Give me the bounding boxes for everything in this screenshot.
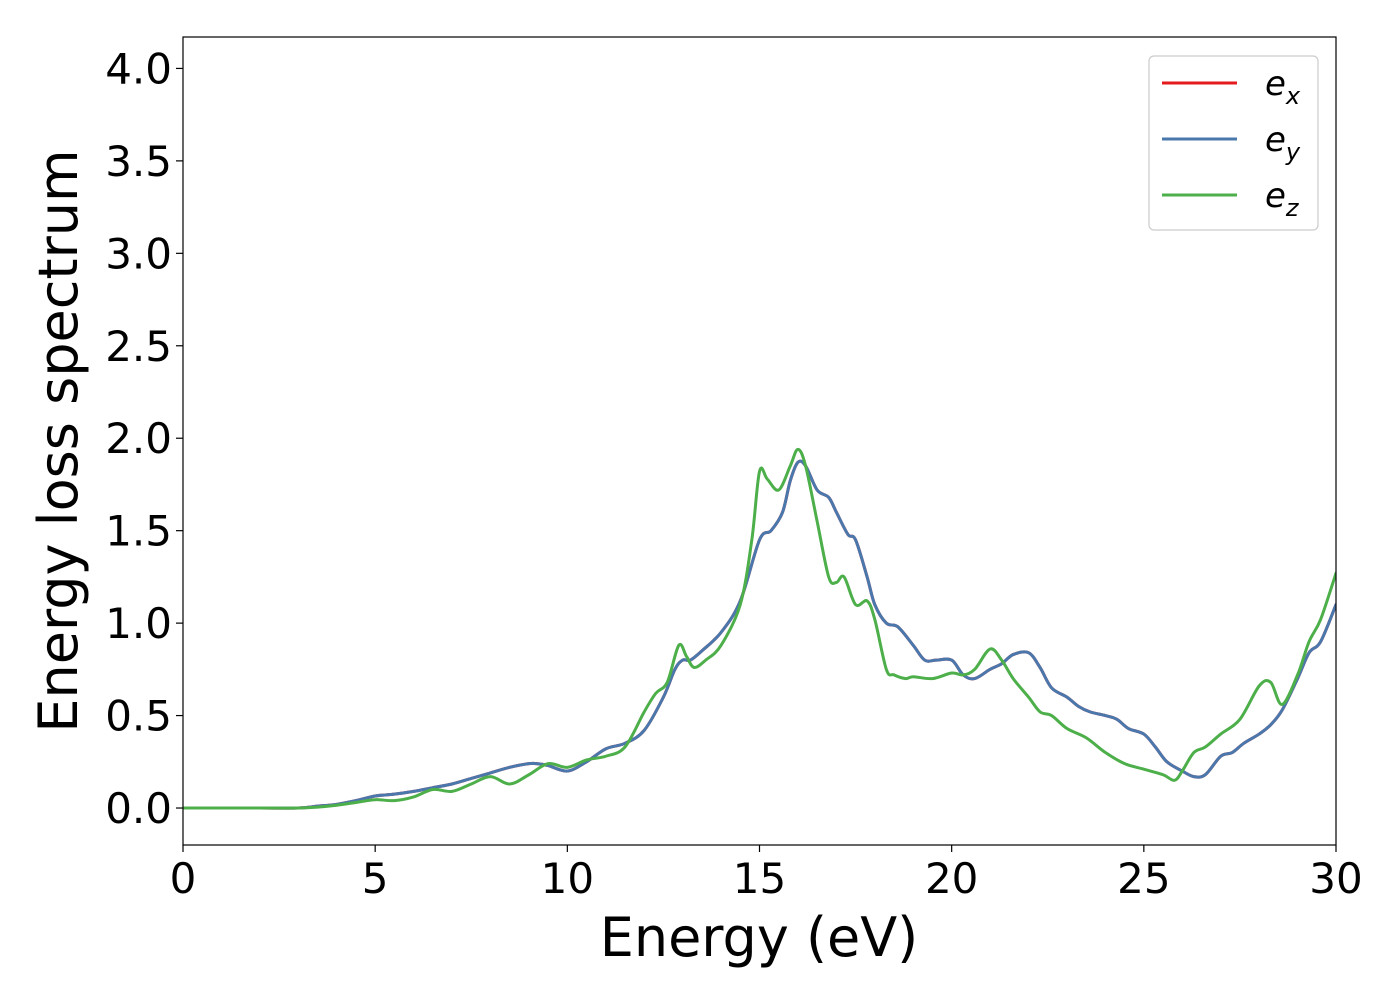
series-layer: [183, 447, 1336, 810]
x-tick-label: 30: [1309, 854, 1362, 903]
y-tick-label: 2.0: [105, 414, 172, 463]
x-axis-label: Energy (eV): [600, 906, 919, 969]
x-tick-label: 10: [541, 854, 594, 903]
y-tick-label: 2.5: [105, 322, 172, 371]
y-tick-label: 0.5: [105, 692, 172, 741]
y-tick-label: 3.5: [105, 137, 172, 186]
x-axis-ticks: 0 5 10 15 20 25 30: [170, 845, 1363, 903]
x-tick-label: 15: [733, 854, 786, 903]
y-tick-label: 0.0: [105, 784, 172, 833]
legend-label-subscript: y: [1285, 138, 1301, 166]
x-tick-label: 0: [170, 854, 197, 903]
y-tick-label: 3.0: [105, 229, 172, 278]
y-tick-label: 4.0: [105, 44, 172, 93]
legend-box: [1148, 55, 1319, 231]
legend-label-base: e: [1265, 176, 1286, 216]
y-tick-label: 1.5: [105, 507, 172, 556]
legend-label-subscript: x: [1285, 82, 1301, 110]
y-tick-label: 1.0: [105, 599, 172, 648]
legend-label-y: ey: [1265, 120, 1301, 166]
x-tick-label: 20: [925, 854, 978, 903]
x-tick-label: 5: [362, 854, 389, 903]
y-axis-label: Energy loss spectrum: [27, 149, 90, 732]
legend-label-x: ex: [1265, 64, 1301, 110]
series-line-z: [183, 447, 1336, 810]
legend-label-base: e: [1265, 64, 1286, 104]
x-tick-label: 25: [1117, 854, 1170, 903]
legend-label-subscript: z: [1285, 194, 1300, 222]
series-line-y: [183, 459, 1336, 810]
legend-label-z: ez: [1265, 176, 1300, 222]
y-axis-ticks: 0.0 0.5 1.0 1.5 2.0 2.5 3.0 3.5 4.0: [105, 44, 183, 833]
legend-label-base: e: [1265, 120, 1286, 160]
